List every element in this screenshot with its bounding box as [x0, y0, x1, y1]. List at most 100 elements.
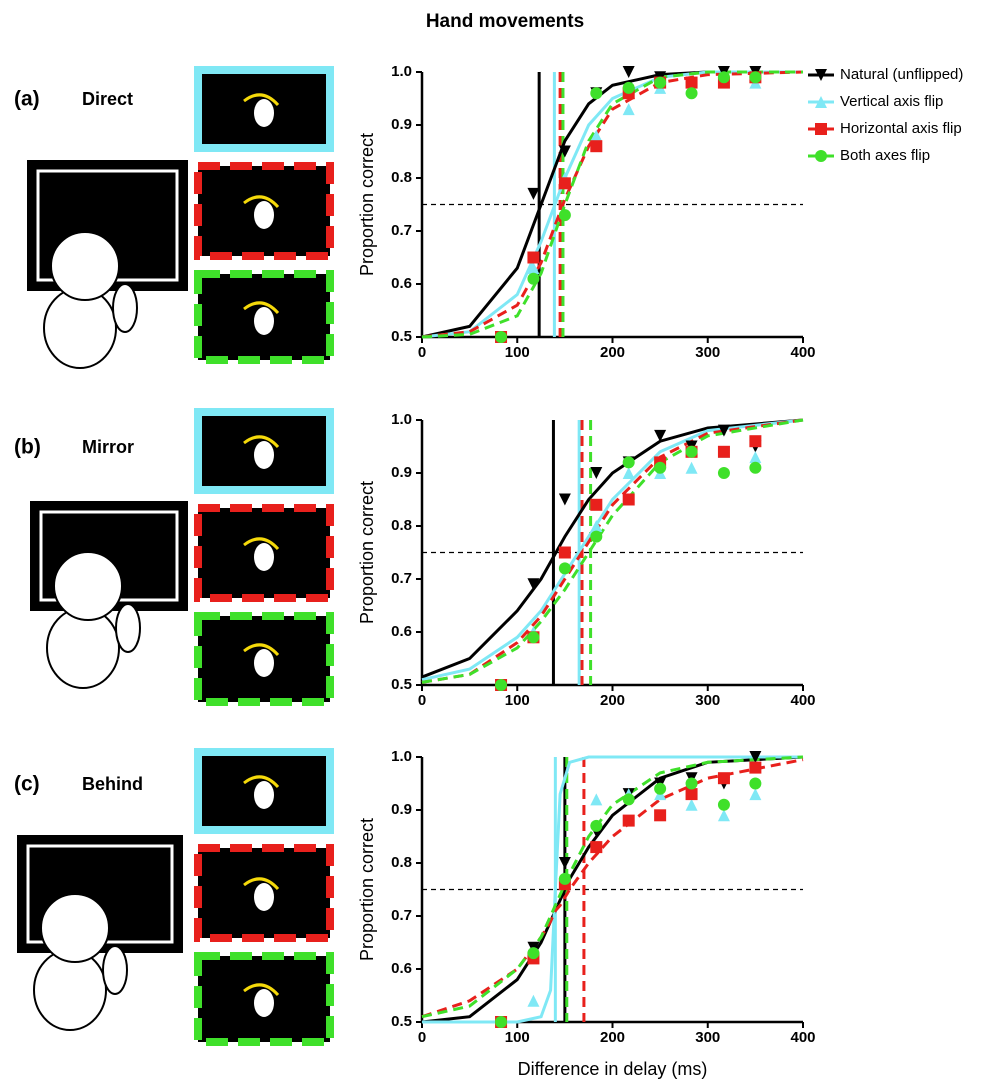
data-point [686, 446, 698, 458]
data-point [686, 462, 698, 474]
y-tick-label: 0.8 [391, 169, 412, 186]
stimulus-figure [254, 307, 274, 335]
y-tick-label: 0.6 [391, 960, 412, 977]
x-tick-label: 0 [418, 344, 426, 361]
y-tick-label: 0.6 [391, 275, 412, 292]
data-point [718, 71, 730, 83]
legend-marker [815, 150, 827, 162]
y-tick-label: 0.7 [391, 570, 412, 587]
data-point [654, 809, 666, 821]
y-tick-label: 0.7 [391, 907, 412, 924]
data-point [527, 947, 539, 959]
data-point [527, 252, 539, 264]
x-tick-label: 300 [695, 344, 720, 361]
legend-marker [815, 123, 827, 135]
data-point [527, 995, 539, 1007]
data-point [590, 531, 602, 543]
stimulus-figure [254, 201, 274, 229]
x-tick-label: 0 [418, 692, 426, 709]
legend-label: Natural (unflipped) [840, 66, 963, 83]
x-tick-label: 100 [505, 344, 530, 361]
y-axis-label: Proportion correct [357, 133, 377, 276]
data-point [749, 71, 761, 83]
observer-head [51, 232, 119, 300]
data-point [623, 494, 635, 506]
fit-curve [422, 420, 803, 682]
x-tick-label: 100 [505, 1029, 530, 1046]
stimulus-figure [254, 441, 274, 469]
x-tick-label: 0 [418, 1029, 426, 1046]
y-tick-label: 1.0 [391, 411, 412, 428]
condition-label: Mirror [82, 437, 134, 457]
data-point [590, 140, 602, 152]
y-tick-label: 0.9 [391, 464, 412, 481]
stimulus-figure [254, 781, 274, 809]
y-tick-label: 1.0 [391, 748, 412, 765]
data-point [686, 87, 698, 99]
data-point [590, 841, 602, 853]
data-point [654, 783, 666, 795]
data-point [623, 467, 635, 479]
data-point [495, 331, 507, 343]
fit-curve [422, 420, 803, 680]
data-point [590, 87, 602, 99]
data-point [718, 467, 730, 479]
y-axis-label: Proportion correct [357, 818, 377, 961]
data-point [749, 778, 761, 790]
y-tick-label: 0.5 [391, 1013, 412, 1030]
x-tick-label: 100 [505, 692, 530, 709]
y-tick-label: 0.9 [391, 801, 412, 818]
data-point [495, 1016, 507, 1028]
x-tick-label: 200 [600, 344, 625, 361]
data-point [749, 762, 761, 774]
y-tick-label: 0.8 [391, 854, 412, 871]
data-point [686, 788, 698, 800]
data-point [718, 809, 730, 821]
data-point [718, 799, 730, 811]
y-tick-label: 0.5 [391, 676, 412, 693]
panel-label: (b) [14, 436, 41, 459]
x-tick-label: 400 [790, 692, 815, 709]
panel-label: (a) [14, 88, 40, 111]
data-point [718, 446, 730, 458]
data-point [623, 815, 635, 827]
observer-hand [116, 604, 140, 652]
data-point [590, 467, 602, 479]
data-point [686, 77, 698, 89]
data-point [718, 772, 730, 784]
fit-curve [422, 760, 803, 1017]
x-tick-label: 200 [600, 1029, 625, 1046]
stimulus-figure [254, 883, 274, 911]
data-point [590, 499, 602, 511]
observer-head [54, 552, 122, 620]
data-point [749, 462, 761, 474]
data-point [559, 177, 571, 189]
data-point [623, 456, 635, 468]
data-point [749, 788, 761, 800]
observer-head [41, 894, 109, 962]
legend-label: Both axes flip [840, 147, 930, 164]
y-axis-label: Proportion correct [357, 481, 377, 624]
data-point [559, 873, 571, 885]
panel-label: (c) [14, 773, 40, 796]
stimulus-figure [254, 649, 274, 677]
x-tick-label: 300 [695, 692, 720, 709]
data-point [590, 820, 602, 832]
data-point [749, 451, 761, 463]
data-point [623, 103, 635, 115]
data-point [654, 77, 666, 89]
stimulus-figure [254, 99, 274, 127]
stimulus-figure [254, 989, 274, 1017]
data-point [623, 82, 635, 94]
fit-curve [422, 420, 803, 682]
y-tick-label: 0.7 [391, 222, 412, 239]
condition-label: Behind [82, 774, 143, 794]
data-point [590, 793, 602, 805]
legend-label: Vertical axis flip [840, 93, 943, 110]
figure: Hand movements(a)DirectProportion correc… [0, 0, 1005, 1086]
y-tick-label: 0.8 [391, 517, 412, 534]
y-tick-label: 0.9 [391, 116, 412, 133]
data-point [527, 273, 539, 285]
data-point [559, 547, 571, 559]
condition-label: Direct [82, 89, 133, 109]
